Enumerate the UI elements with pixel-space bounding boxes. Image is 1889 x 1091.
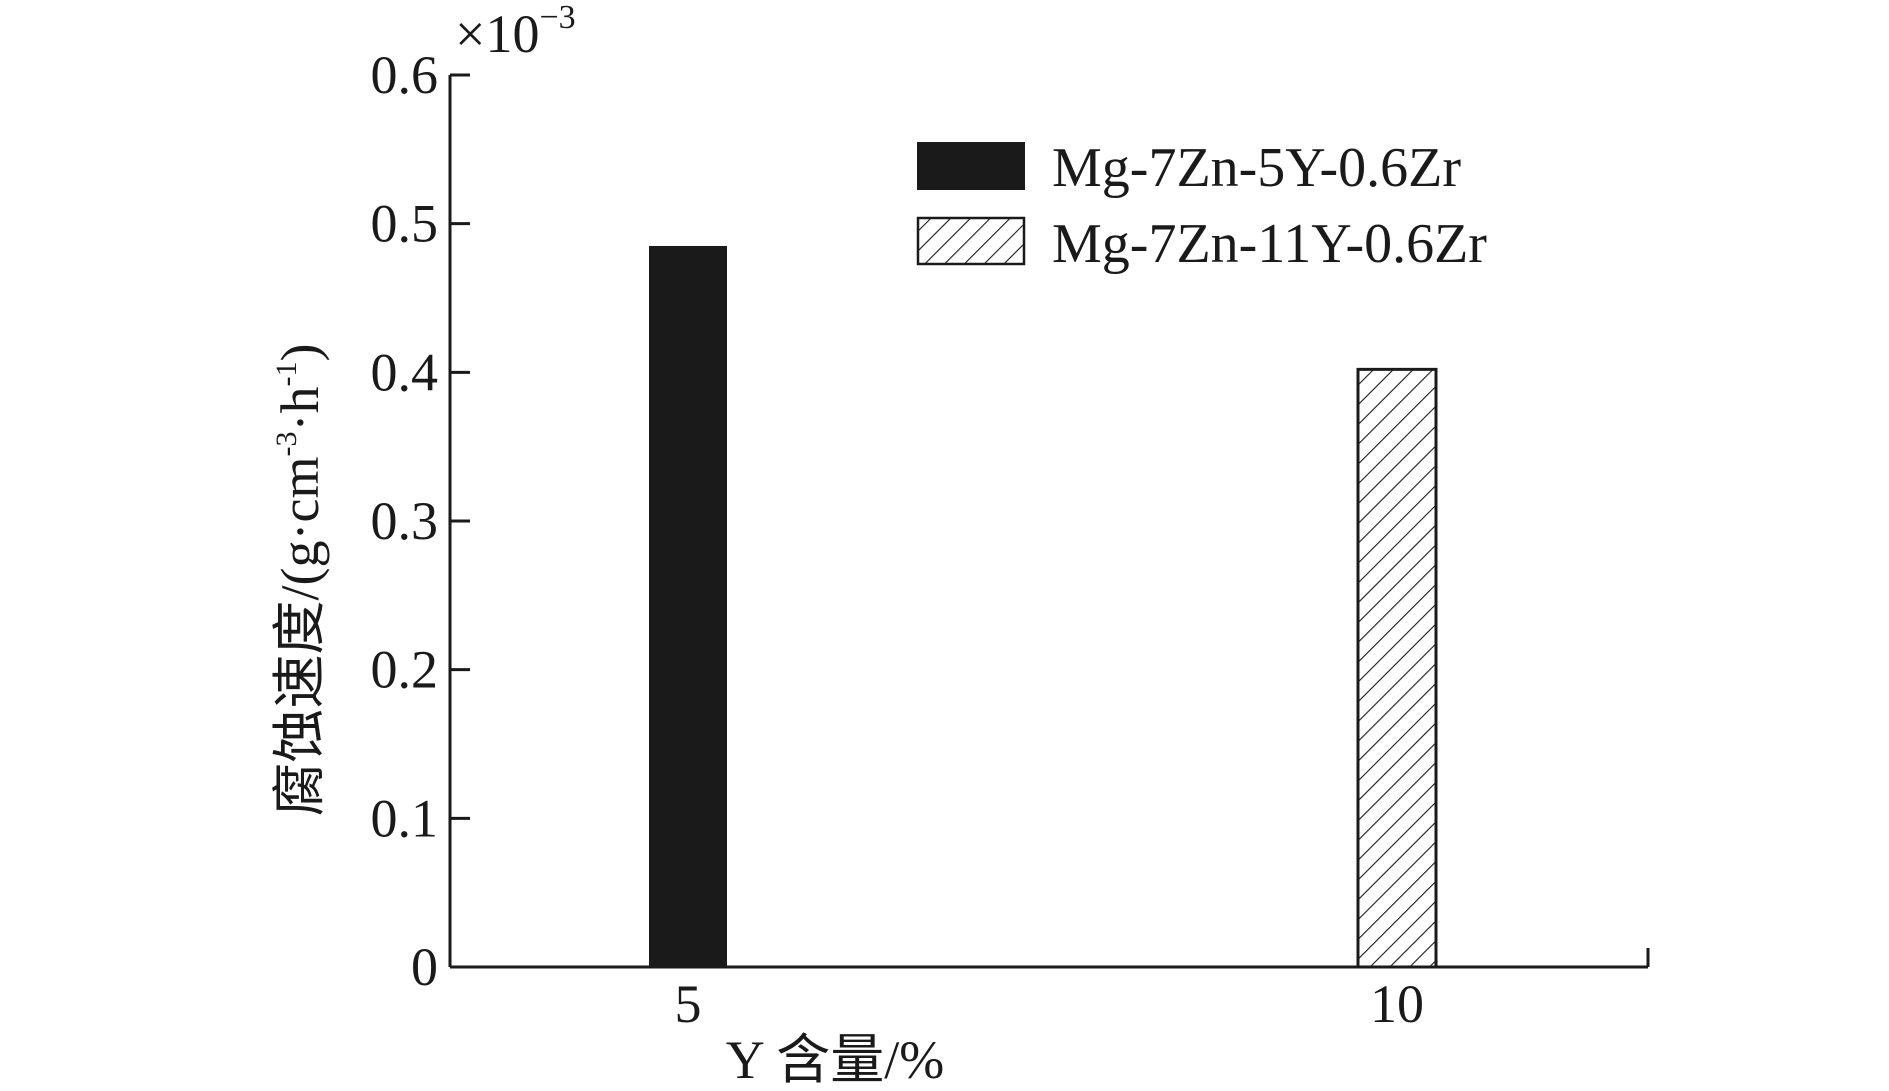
x-tick-label: 5: [675, 974, 702, 1034]
y-tick-label: 0.2: [371, 640, 439, 700]
y-tick-label: 0.4: [371, 342, 439, 402]
y-axis-exponent: ×10−3: [455, 0, 576, 64]
x-tick-label: 10: [1370, 974, 1424, 1034]
bar-series-2: [1356, 367, 1438, 969]
y-axis-title-mid: ·h: [270, 387, 330, 432]
y-axis-title-sup1: -3: [270, 432, 303, 457]
legend-swatch-hatch: [916, 216, 1026, 266]
y-tick-label: 0.1: [371, 788, 439, 848]
bar-series-1: [649, 245, 727, 967]
x-axis-ticks: 5 10: [675, 974, 1425, 1034]
y-tick-label: 0: [411, 937, 438, 997]
y-axis-ticks: 0 0.1 0.2 0.3 0.4 0.5 0.6: [371, 45, 470, 997]
legend-swatch-solid: [917, 142, 1025, 190]
y-axis-title-main: 腐蚀速度/(g·cm: [270, 457, 330, 817]
x-axis-title: Y 含量/%: [726, 1030, 944, 1090]
y-tick-label: 0.6: [371, 45, 439, 105]
y-axis-title-sup2: -1: [270, 362, 303, 387]
y-tick-label: 0.3: [371, 491, 439, 551]
y-axis-exponent-base: ×10: [455, 4, 539, 64]
y-axis-exponent-power: −3: [539, 0, 575, 36]
legend: Mg-7Zn-5Y-0.6Zr Mg-7Zn-11Y-0.6Zr: [916, 137, 1487, 275]
y-axis-title-end: ): [270, 344, 330, 362]
y-axis-title: 腐蚀速度/(g·cm-3·h-1): [270, 344, 330, 817]
y-tick-label: 0.5: [371, 194, 439, 254]
legend-label-series-1: Mg-7Zn-5Y-0.6Zr: [1052, 137, 1461, 199]
bars: [649, 245, 1438, 969]
legend-label-series-2: Mg-7Zn-11Y-0.6Zr: [1052, 213, 1487, 275]
